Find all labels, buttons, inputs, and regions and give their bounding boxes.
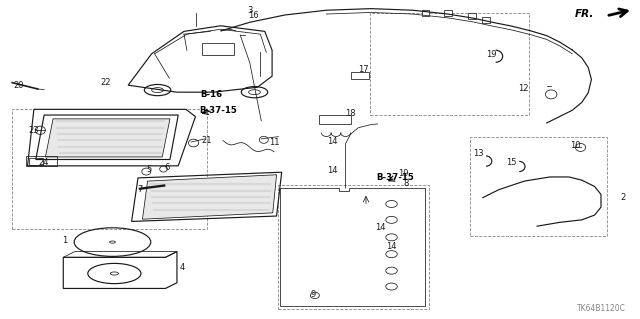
Text: 19: 19	[486, 50, 497, 59]
Text: 3: 3	[247, 6, 252, 15]
Text: 24: 24	[39, 158, 49, 167]
Text: 18: 18	[346, 109, 356, 118]
Text: 2: 2	[621, 193, 626, 202]
Bar	[202, 42, 234, 55]
Text: 8: 8	[404, 179, 409, 188]
Text: 13: 13	[473, 149, 484, 158]
Bar	[482, 17, 490, 23]
Bar	[26, 156, 57, 167]
Text: TK64B1120C: TK64B1120C	[577, 304, 625, 313]
Text: 5: 5	[147, 165, 152, 174]
Text: 1: 1	[62, 236, 67, 245]
Bar	[278, 185, 429, 309]
Bar	[468, 13, 476, 19]
Text: 15: 15	[506, 158, 517, 167]
Text: 9: 9	[311, 290, 316, 299]
Text: B-37-15: B-37-15	[376, 174, 414, 182]
Text: 17: 17	[358, 65, 369, 74]
Text: 23: 23	[29, 126, 39, 135]
Text: 16: 16	[248, 11, 259, 20]
Text: 14: 14	[328, 166, 338, 175]
Polygon shape	[45, 119, 170, 157]
Text: 19: 19	[398, 169, 408, 178]
Text: 14: 14	[328, 137, 338, 145]
Bar	[319, 115, 351, 124]
Text: 4: 4	[180, 263, 186, 272]
Text: 22: 22	[101, 78, 111, 87]
Text: FR.: FR.	[575, 9, 595, 19]
Text: 12: 12	[518, 84, 529, 93]
Bar	[444, 10, 452, 16]
Bar	[29, 158, 43, 165]
Text: 14: 14	[387, 242, 397, 251]
Text: 21: 21	[201, 136, 212, 145]
Bar	[370, 13, 529, 115]
Bar	[470, 137, 607, 236]
Bar	[351, 72, 369, 79]
Text: B-16: B-16	[200, 90, 223, 99]
Text: B-37-15: B-37-15	[199, 106, 237, 115]
Text: 11: 11	[269, 138, 279, 147]
Text: 10: 10	[570, 141, 580, 150]
Text: 7: 7	[137, 185, 143, 194]
Text: 14: 14	[375, 223, 385, 232]
Bar	[422, 10, 429, 16]
Text: 20: 20	[13, 81, 24, 90]
Bar	[12, 109, 207, 229]
Text: 6: 6	[164, 163, 170, 172]
Polygon shape	[143, 175, 276, 219]
